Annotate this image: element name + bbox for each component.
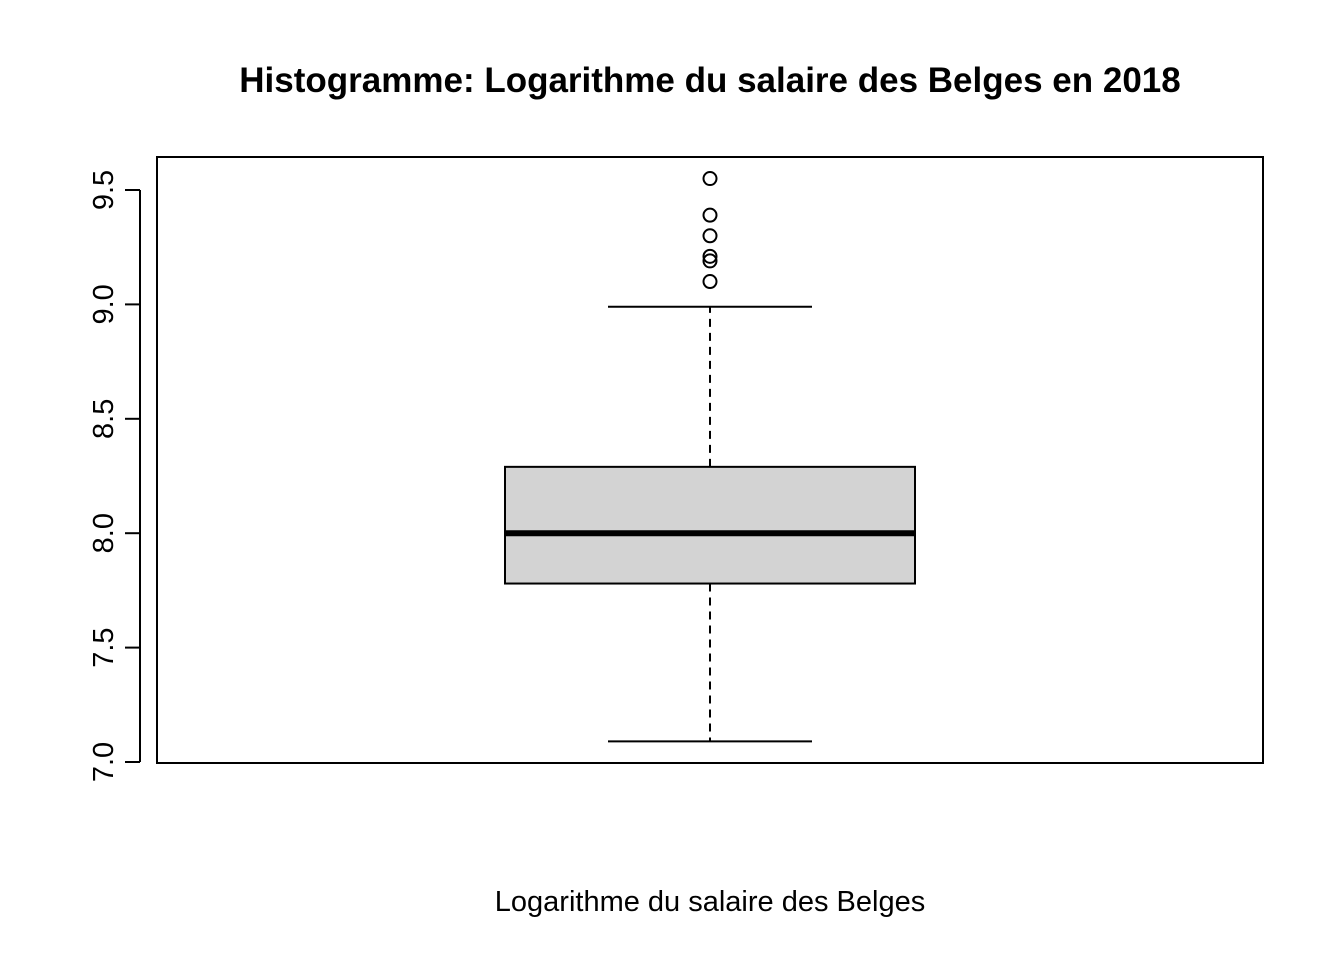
box-group bbox=[504, 305, 916, 743]
x-axis-label: Logarithme du salaire des Belges bbox=[495, 886, 925, 918]
outlier-point bbox=[702, 274, 718, 290]
outlier-point bbox=[702, 253, 718, 269]
plot-frame bbox=[156, 156, 1264, 764]
y-axis: 7.0 7.5 8.0 8.5 9.0 9.5 bbox=[88, 170, 141, 782]
y-tick-label: 7.5 bbox=[88, 627, 120, 667]
outlier-group bbox=[702, 171, 718, 290]
y-tick-label: 9.5 bbox=[88, 170, 120, 210]
y-tick-label: 7.0 bbox=[88, 742, 120, 782]
y-tick-label: 8.5 bbox=[88, 399, 120, 439]
outlier-point bbox=[702, 248, 718, 264]
interquartile-box bbox=[504, 465, 916, 585]
y-tick-label: 9.0 bbox=[88, 284, 120, 324]
y-tick-label: 8.0 bbox=[88, 513, 120, 553]
outlier-point bbox=[702, 171, 718, 187]
outlier-point bbox=[702, 207, 718, 223]
chart-title: Histogramme: Logarithme du salaire des B… bbox=[239, 61, 1180, 100]
outlier-point bbox=[702, 228, 718, 244]
